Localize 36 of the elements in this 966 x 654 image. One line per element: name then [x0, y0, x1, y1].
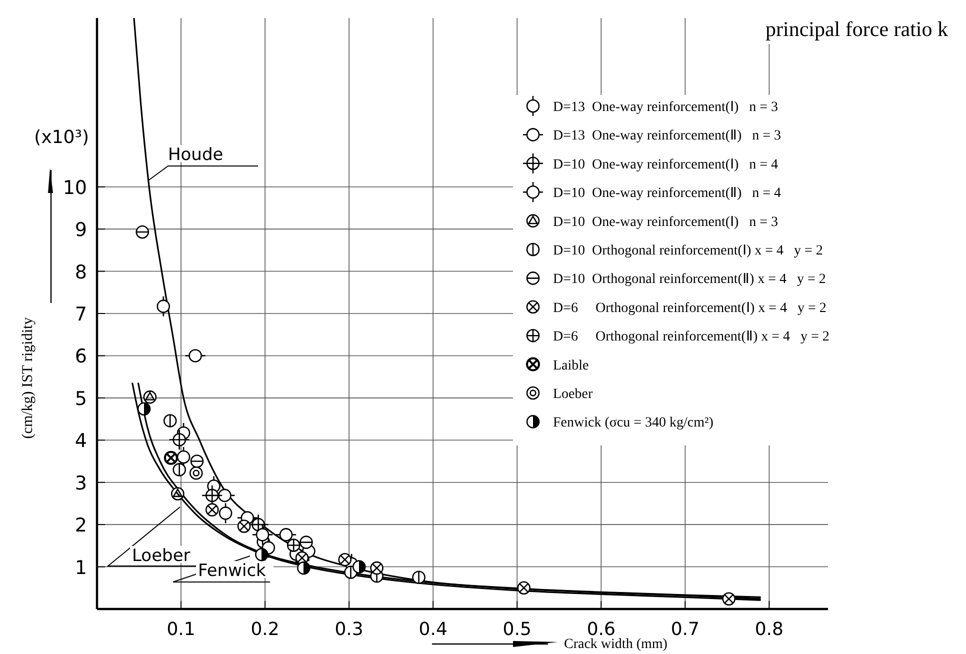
legend-label: Laible [553, 358, 589, 374]
text: (x10³) [34, 127, 89, 148]
x-tick-label: 0.1 [166, 619, 196, 640]
x-tick-label: 0.5 [502, 619, 532, 640]
legend-label: D=10 One-way reinforcement(Ⅱ) n = 4 [553, 186, 782, 202]
series-label: Loeber [132, 546, 190, 566]
x-axis-title: Crack width (mm) [564, 637, 668, 652]
x-tick-label: 0.3 [334, 619, 364, 640]
legend-label: D=6 Orthogonal reinforcement(Ⅰ) x = 4 y = 2 [553, 300, 826, 316]
legend-label: D=13 One-way reinforcement(Ⅱ) n = 3 [553, 128, 782, 144]
y-tick-label: 2 [74, 514, 87, 537]
y-tick-label: 9 [74, 219, 87, 242]
legend-label: D=10 One-way reinforcement(Ⅰ) n = 4 [553, 157, 778, 172]
y-tick-label: 6 [74, 346, 87, 368]
chart-title: principal force ratio k [766, 17, 948, 41]
series-label: Houde [168, 145, 224, 165]
legend-label: D=10 Orthogonal reinforcement(Ⅰ) x = 4 y = 2 [553, 244, 823, 258]
legend-label: D=6 Orthogonal reinforcement(Ⅱ) x = 4 y = 2 [553, 330, 830, 345]
y-tick-label: 3 [74, 472, 87, 494]
x-tick-label: 0.4 [418, 619, 448, 640]
y-tick-label: 4 [74, 430, 87, 452]
x-tick-label: 0.7 [670, 619, 700, 640]
y-tick-label: 5 [74, 388, 87, 410]
x-tick-label: 0.8 [754, 619, 784, 640]
x-tick-label: 0.2 [250, 619, 280, 640]
legend-label: D=10 Orthogonal reinforcement(Ⅱ) x = 4 y = 2 [553, 272, 826, 288]
legend-label: Loeber [553, 387, 593, 402]
legend-label: D=13 One-way reinforcement(Ⅰ) n = 3 [553, 100, 778, 115]
legend-label: D=10 One-way reinforcement(Ⅰ) n = 3 [553, 214, 778, 230]
y-tick-label: 10 [62, 176, 87, 199]
y-tick-label: 7 [74, 304, 87, 326]
y-tick-label: 1 [74, 556, 87, 579]
legend-label: Fenwick (σcu = 340 kg/cm²) [553, 416, 714, 431]
y-axis-title: (cm/kg) IST rigidity [20, 316, 36, 439]
series-label: Fenwick [198, 561, 266, 581]
y-tick-label: 8 [74, 261, 87, 284]
